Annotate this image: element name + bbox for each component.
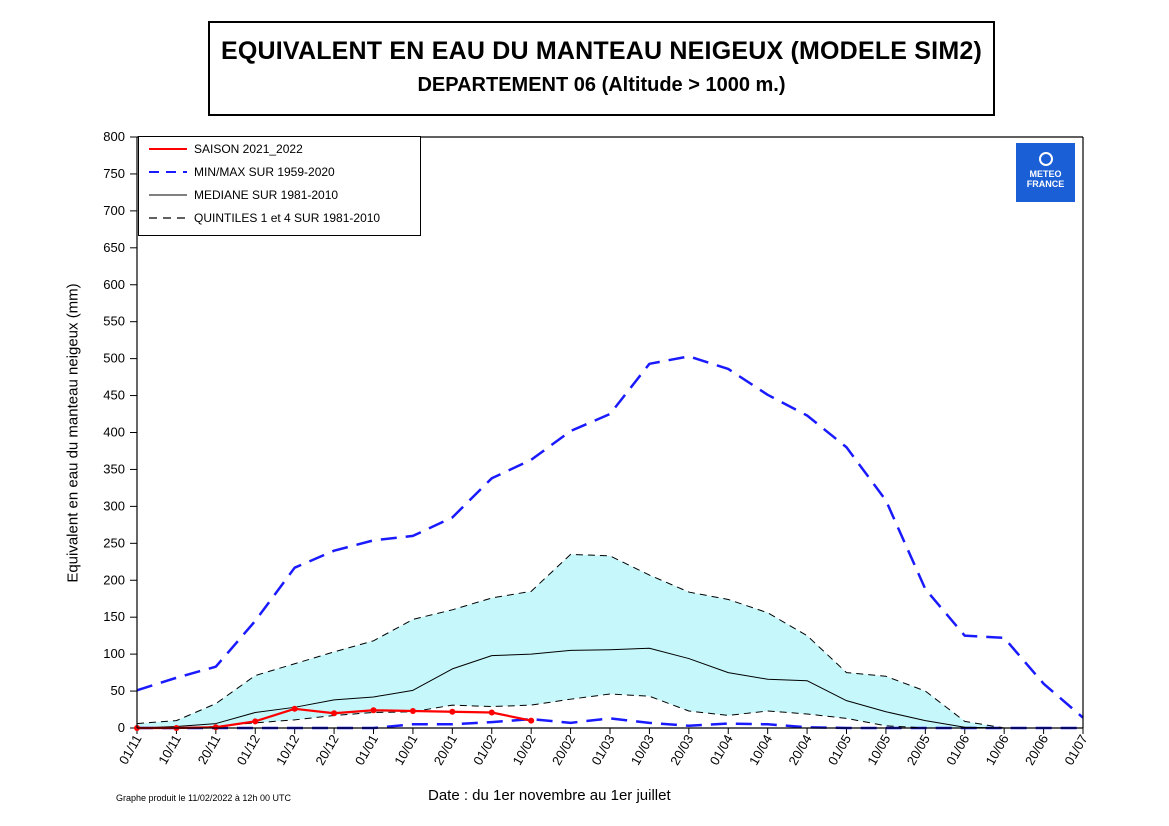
y-tick-label: 450 — [103, 388, 125, 403]
x-tick-label: 20/11 — [195, 732, 224, 767]
footer-note: Graphe produit le 11/02/2022 à 12h 00 UT… — [116, 793, 291, 803]
legend-item-quintiles: QUINTILES 1 et 4 SUR 1981-2010 — [139, 209, 420, 229]
x-tick-label: 01/07 — [1061, 732, 1090, 768]
saison-point — [528, 717, 535, 724]
x-tick-label: 10/05 — [864, 732, 893, 768]
x-tick-label: 10/04 — [746, 732, 775, 768]
legend: SAISON 2021_2022 MIN/MAX SUR 1959-2020 M… — [138, 136, 421, 236]
x-tick-label: 20/02 — [549, 732, 578, 768]
logo-symbol-icon — [1038, 152, 1053, 166]
saison-point — [449, 708, 456, 715]
x-tick-label: 20/01 — [431, 732, 460, 768]
y-tick-label: 300 — [103, 498, 125, 513]
saison-point — [212, 724, 219, 731]
x-tick-label: 20/06 — [1022, 732, 1051, 768]
legend-label: MEDIANE SUR 1981-2010 — [194, 188, 339, 202]
y-tick-label: 650 — [103, 240, 125, 255]
x-tick-label: 01/01 — [352, 732, 381, 768]
y-tick-label: 0 — [118, 720, 125, 735]
x-tick-label: 10/02 — [510, 732, 539, 768]
x-tick-label: 20/05 — [904, 732, 933, 768]
y-tick-label: 600 — [103, 277, 125, 292]
x-tick-label: 20/03 — [667, 732, 696, 768]
y-tick-label: 500 — [103, 351, 125, 366]
legend-item-saison: SAISON 2021_2022 — [139, 140, 420, 160]
title-box: EQUIVALENT EN EAU DU MANTEAU NEIGEUX (MO… — [208, 21, 995, 116]
x-tick-label: 20/12 — [312, 732, 341, 768]
x-axis-label: Date : du 1er novembre au 1er juillet — [428, 787, 671, 804]
legend-label: SAISON 2021_2022 — [194, 142, 303, 156]
y-tick-label: 800 — [103, 129, 125, 144]
legend-label: MIN/MAX SUR 1959-2020 — [194, 165, 335, 179]
y-tick-label: 400 — [103, 425, 125, 440]
y-tick-label: 100 — [103, 646, 125, 661]
saison-point — [370, 707, 377, 714]
x-tick-label: 10/11 — [155, 732, 184, 767]
y-tick-label: 700 — [103, 203, 125, 218]
y-tick-label: 50 — [111, 683, 125, 698]
x-tick-label: 20/04 — [785, 732, 814, 768]
series-line-quintile-4-sur-1981-2010 — [136, 553, 1083, 729]
y-tick-label: 150 — [103, 609, 125, 624]
x-tick-label: 10/01 — [391, 732, 420, 768]
legend-label: QUINTILES 1 et 4 SUR 1981-2010 — [194, 211, 381, 225]
saison-point — [291, 705, 298, 712]
saison-point — [409, 708, 416, 715]
chart-title: EQUIVALENT EN EAU DU MANTEAU NEIGEUX (MO… — [221, 37, 982, 65]
saison-point — [331, 710, 338, 717]
logo-text-line2: FRANCE — [1026, 179, 1065, 189]
y-tick-label: 750 — [103, 166, 125, 181]
y-axis-label: Equivalent en eau du manteau neigeux (mm… — [64, 283, 82, 583]
saison-point — [488, 709, 495, 716]
x-tick-label: 01/04 — [707, 732, 736, 768]
quintile-band — [137, 554, 1083, 728]
legend-item-minmax: MIN/MAX SUR 1959-2020 — [139, 163, 420, 183]
x-tick-label: 01/03 — [588, 732, 617, 768]
chart-subtitle: DEPARTEMENT 06 (Altitude > 1000 m.) — [417, 74, 786, 96]
x-tick-label: 10/06 — [983, 732, 1012, 768]
logo-text-line1: METEO — [1029, 169, 1062, 179]
y-tick-label: 200 — [103, 572, 125, 587]
legend-item-mediane: MEDIANE SUR 1981-2010 — [139, 186, 420, 206]
x-tick-label: 10/03 — [628, 732, 657, 768]
x-tick-label: 01/02 — [470, 732, 499, 768]
y-tick-label: 550 — [103, 314, 125, 329]
saison-point — [252, 718, 259, 725]
x-tick-label: 01/05 — [825, 732, 854, 768]
x-tick-label: 01/06 — [943, 732, 972, 768]
series-line-max-sur-1959-2020 — [136, 355, 1084, 719]
y-tick-label: 250 — [103, 535, 125, 550]
x-tick-label: 10/12 — [273, 732, 302, 768]
x-tick-label: 01/11 — [116, 732, 145, 767]
y-tick-label: 350 — [103, 461, 125, 476]
meteo-france-logo: METEO FRANCE — [1016, 143, 1075, 202]
x-tick-label: 01/12 — [234, 732, 263, 768]
